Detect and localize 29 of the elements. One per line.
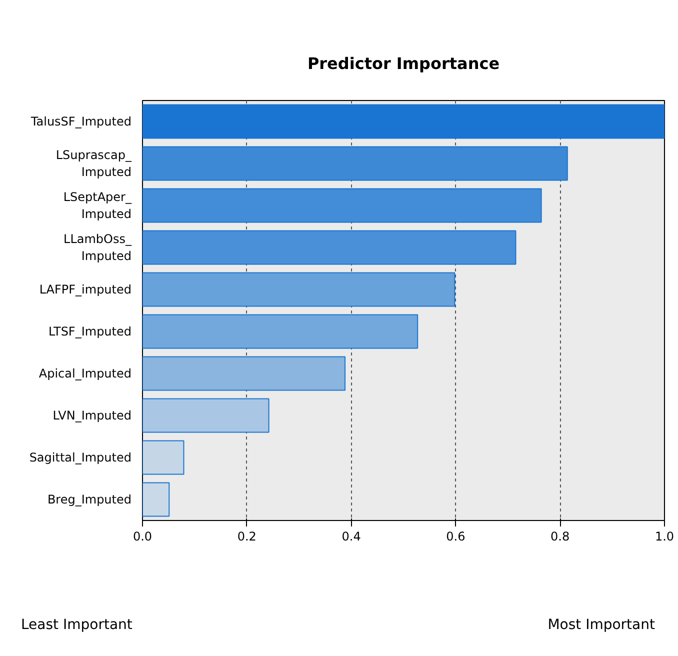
x-tick-label: 0.0	[132, 530, 152, 544]
x-tick-label: 0.2	[237, 530, 256, 544]
x-tick-label: 0.8	[550, 530, 570, 544]
y-tick-label: LVN_Imputed	[52, 408, 132, 422]
bar	[142, 272, 456, 307]
x-tick-label: 0.4	[342, 530, 361, 544]
y-tick-label: TalusSF_Imputed	[30, 114, 132, 128]
bar	[142, 188, 542, 223]
text: Least Important	[21, 616, 132, 635]
chart-title: Predictor Importance	[307, 54, 500, 73]
y-tick-label: LSuprascap_ Imputed	[56, 148, 132, 179]
bar	[142, 482, 170, 517]
y-tick-label: LLambOss_ Imputed	[64, 232, 132, 263]
bar	[142, 104, 664, 139]
bar	[142, 356, 346, 391]
bar	[142, 230, 516, 265]
x-tick-label: 0.6	[446, 530, 466, 544]
text: Most Important	[548, 616, 655, 635]
y-tick-label: LAFPF_imputed	[39, 282, 132, 296]
bar	[142, 440, 184, 475]
bar	[142, 314, 418, 349]
y-tick-label: Apical_Imputed	[38, 366, 132, 380]
bar	[142, 146, 568, 181]
y-tick-label: Breg_Imputed	[47, 492, 132, 506]
y-tick-label: Sagittal_Imputed	[29, 450, 132, 464]
x-tick-label: 1.0	[654, 530, 674, 544]
y-tick-label: LTSF_Imputed	[48, 324, 132, 338]
y-tick-label: LSeptAper_ Imputed	[63, 190, 132, 221]
bar	[142, 398, 270, 433]
